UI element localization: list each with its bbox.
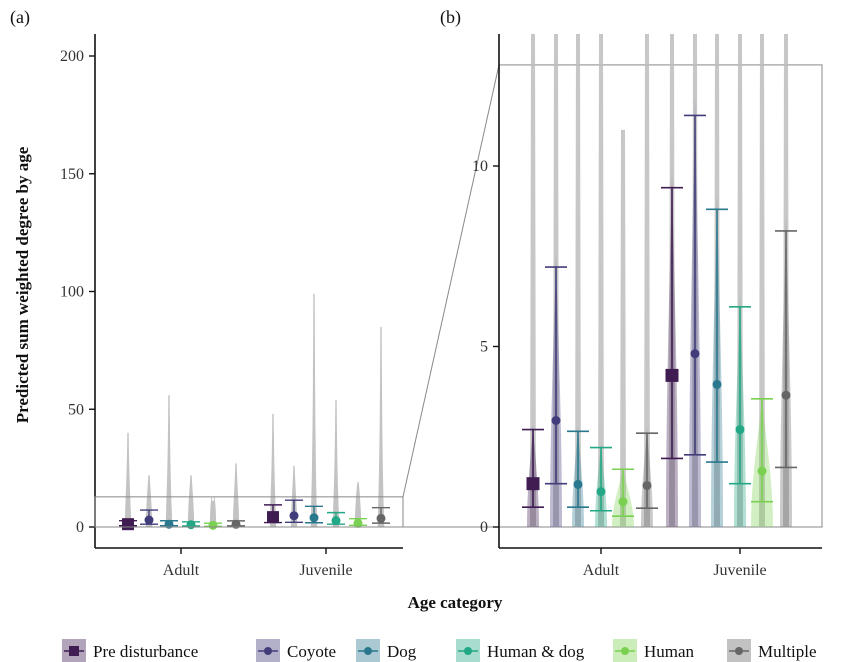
violin-a-human-and-dog-adult — [187, 475, 195, 527]
legend-label-dog: Dog — [387, 642, 417, 661]
panel-b — [522, 34, 797, 528]
point-a-human-adult — [208, 520, 218, 530]
point-b-pre-disturbance-juvenile — [665, 368, 679, 382]
violin-a-coyote-adult — [145, 475, 153, 527]
panel-a-x-tick-label-juvenile: Juvenile — [299, 562, 352, 579]
panel-a-y-tick-label-150: 150 — [60, 166, 84, 183]
violin-a-human-juvenile — [354, 482, 362, 527]
violin-a-multiple-adult — [232, 463, 240, 527]
point-a-pre-disturbance-juvenile — [267, 511, 279, 524]
y-axis-title: Predicted sum weighted degree by age — [13, 146, 32, 423]
legend-marker-coyote — [264, 647, 272, 655]
legend-marker-dog — [364, 647, 372, 655]
panel-b-label: (b) — [440, 7, 461, 28]
violin-b-dog-adult — [575, 34, 581, 527]
point-b-pre-disturbance-adult — [526, 477, 540, 491]
point-a-coyote-adult — [144, 515, 154, 525]
zoom-connector-top — [402, 64, 500, 497]
violin-b-human-and-dog-adult — [598, 34, 604, 527]
panel-b-y-tick-label-5: 5 — [480, 339, 488, 356]
point-b-multiple-juvenile — [781, 390, 791, 400]
legend-marker-human-and-dog — [464, 647, 472, 655]
panel-b-x-ticks: Adult Juvenile — [583, 548, 767, 579]
panel-a — [119, 293, 390, 531]
point-a-multiple-juvenile — [376, 513, 386, 523]
point-a-pre-disturbance-adult — [122, 518, 134, 531]
legend-marker-human — [621, 647, 629, 655]
legend-label-human: Human — [644, 642, 695, 661]
violin-b-human-adult — [620, 129, 626, 527]
legend: Pre disturbance Coyote Dog Human & dog Human… — [62, 639, 817, 662]
point-b-human-juvenile — [757, 466, 767, 476]
panel-b-x-tick-label-juvenile: Juvenile — [713, 562, 766, 579]
violin-a-multiple-juvenile — [377, 326, 385, 527]
point-b-human-and-dog-adult — [596, 487, 606, 497]
zoom-window-a — [94, 496, 404, 528]
panel-a-x-ticks: Adult Juvenile — [163, 548, 353, 579]
point-a-coyote-juvenile — [289, 511, 299, 521]
point-b-coyote-juvenile — [690, 349, 700, 359]
point-a-human-and-dog-juvenile — [331, 516, 341, 526]
violin-a-dog-adult — [165, 395, 173, 527]
panel-a-y-tick-label-50: 50 — [68, 401, 84, 418]
point-b-human-and-dog-juvenile — [735, 425, 745, 435]
panel-a-y-tick-label-200: 200 — [60, 48, 84, 65]
panel-a-y-tick-label-100: 100 — [60, 284, 84, 301]
violin-a-human-adult — [209, 496, 217, 527]
violin-b-pre-disturbance-adult — [530, 34, 536, 527]
panel-a-x-tick-label-adult: Adult — [163, 562, 200, 579]
panel-a-y-tick-label-0: 0 — [76, 519, 84, 536]
legend-label-human-and-dog: Human & dog — [487, 642, 585, 661]
point-b-human-adult — [618, 497, 628, 507]
zoom-window-b — [498, 64, 823, 528]
violin-a-pre-disturbance-adult — [124, 432, 132, 527]
panel-a-y-ticks: 0 50 100 150 200 — [60, 48, 95, 536]
violin-a-dog-juvenile — [310, 293, 318, 527]
point-a-human-juvenile — [353, 518, 363, 528]
point-b-coyote-adult — [551, 416, 561, 426]
legend-label-multiple: Multiple — [758, 642, 817, 661]
legend-marker-multiple — [735, 647, 743, 655]
x-axis-title: Age category — [408, 593, 503, 612]
point-a-human-and-dog-adult — [186, 520, 196, 530]
panel-b-y-tick-label-10: 10 — [472, 158, 488, 175]
legend-marker-pre-disturbance — [69, 646, 79, 656]
point-a-dog-adult — [164, 519, 174, 529]
point-a-dog-juvenile — [309, 513, 319, 523]
panel-b-y-ticks: 0 5 10 — [472, 158, 499, 536]
violin-a-human-and-dog-juvenile — [332, 399, 340, 527]
point-b-dog-juvenile — [712, 379, 722, 389]
legend-label-coyote: Coyote — [287, 642, 336, 661]
point-b-dog-adult — [573, 479, 583, 489]
panel-b-y-tick-label-0: 0 — [480, 519, 488, 536]
violin-b-human-and-dog-juvenile — [737, 34, 743, 527]
violin-b-multiple-adult — [644, 34, 650, 527]
legend-label-pre-disturbance: Pre disturbance — [93, 642, 198, 661]
point-b-multiple-adult — [642, 480, 652, 490]
panel-a-label: (a) — [10, 7, 30, 28]
violin-b-human-juvenile — [759, 34, 765, 527]
panel-b-x-tick-label-adult: Adult — [583, 562, 620, 579]
violin-a-pre-disturbance-juvenile — [269, 413, 277, 527]
